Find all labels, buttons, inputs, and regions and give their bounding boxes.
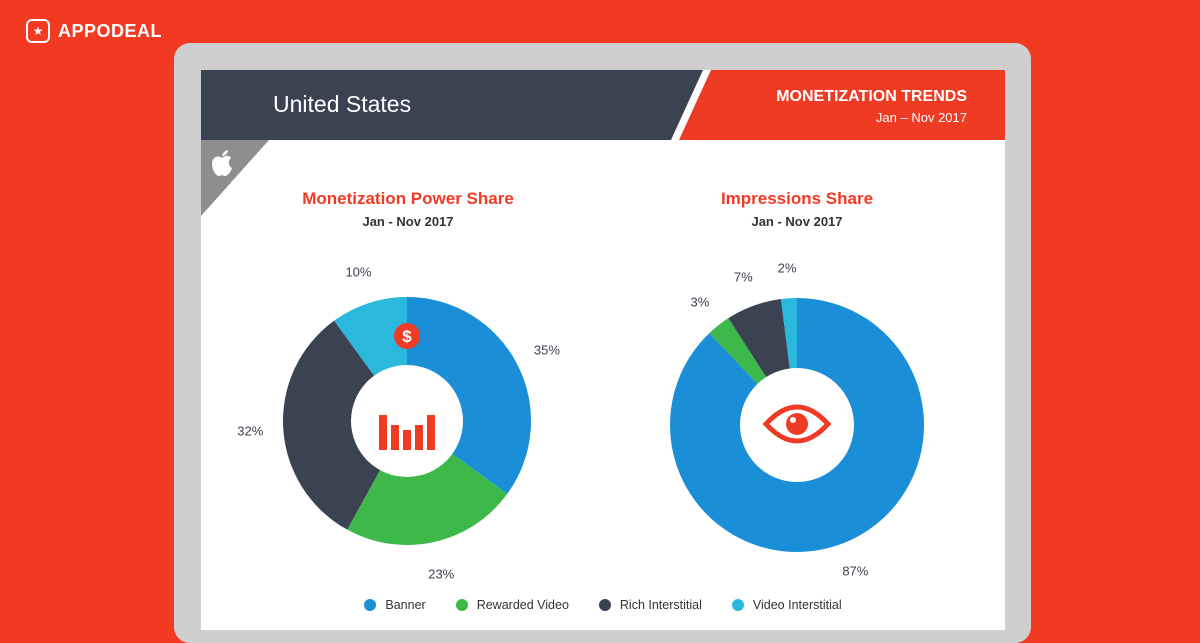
slice-banner	[407, 297, 531, 494]
trends-period: Jan – Nov 2017	[875, 110, 967, 125]
svg-text:$: $	[402, 327, 412, 346]
slice-percent-label: 2%	[777, 260, 797, 276]
legend-label: Video Interstitial	[752, 598, 842, 612]
legend-dot	[364, 599, 377, 611]
eye-icon	[762, 404, 832, 444]
legend-item-video-interstitial: Video Interstitial	[731, 598, 842, 612]
legend-dot	[598, 599, 611, 611]
donut-hole	[351, 365, 463, 477]
legend-label: Banner	[385, 598, 426, 612]
chart-2-title: Impressions Share	[720, 189, 874, 208]
dollar-bars-icon: $	[379, 323, 435, 450]
slice-percent-label: 87%	[842, 563, 869, 579]
slice-percent-label: 10%	[345, 264, 372, 280]
brand-name: APPODEAL	[58, 20, 163, 41]
legend-label: Rewarded Video	[476, 598, 569, 612]
legend-label: Rich Interstitial	[619, 598, 702, 612]
apple-icon	[212, 150, 232, 176]
donut-charts: $	[283, 297, 924, 552]
legend-dot	[731, 599, 744, 611]
chart-1-subtitle: Jan - Nov 2017	[362, 214, 454, 229]
slice-percent-label: 3%	[690, 294, 710, 310]
legend-item-rich-interstitial: Rich Interstitial	[598, 598, 702, 612]
laptop-screen: United States MONETIZATION TRENDS Jan – …	[201, 70, 1005, 630]
slice-rewarded-video	[347, 421, 508, 545]
brand: ★ APPODEAL	[26, 19, 162, 43]
legend-item-banner: Banner	[364, 598, 426, 612]
slice-rich-interstitial	[283, 320, 407, 530]
chart-1-title: Monetization Power Share	[302, 189, 514, 208]
slice-percent-label: 32%	[237, 423, 264, 439]
country-title: United States	[273, 91, 412, 117]
trends-panel	[679, 70, 1005, 140]
chart-2-subtitle: Jan - Nov 2017	[751, 214, 843, 229]
legend: Banner Rewarded Video Rich Interstitial …	[201, 598, 1005, 612]
legend-item-rewarded-video: Rewarded Video	[455, 598, 569, 612]
star-badge-icon: ★	[26, 19, 50, 43]
slice-percent-label: 35%	[533, 342, 560, 358]
trends-title: MONETIZATION TRENDS	[776, 88, 967, 105]
slice-percent-label: 7%	[733, 269, 753, 285]
legend-dot	[455, 599, 468, 611]
slice-percent-label: 23%	[428, 566, 455, 582]
